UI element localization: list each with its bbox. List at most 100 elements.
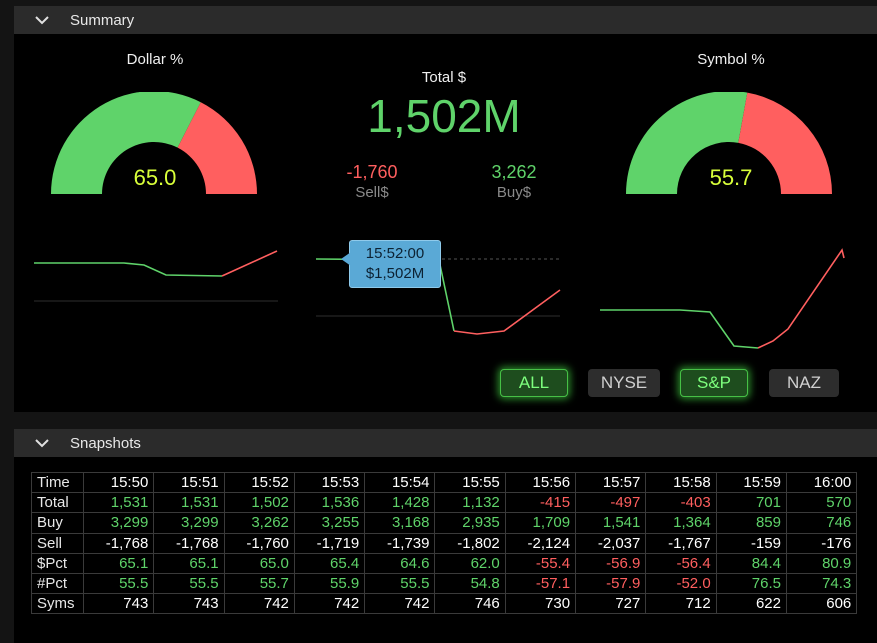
table-cell: 55.5 — [153, 572, 225, 595]
dollar-gauge-sell-arc — [177, 102, 257, 194]
table-cell: -1,767 — [645, 532, 717, 554]
table-cell: -1,768 — [153, 532, 225, 554]
table-cell: 15:59 — [715, 471, 787, 494]
filter-all-button[interactable]: ALL — [500, 369, 568, 397]
table-cell: 1,428 — [364, 492, 436, 514]
table-cell: -415 — [504, 492, 577, 514]
table-cell: 55.5 — [364, 572, 436, 595]
table-cell: 743 — [82, 593, 155, 615]
table-cell: 1,536 — [293, 492, 366, 514]
symbol-sparkline — [600, 248, 845, 349]
tooltip-value: $1,502M — [365, 265, 425, 282]
table-cell: -176 — [785, 532, 858, 554]
total-value: 1,502M — [367, 90, 521, 142]
table-cell: 1,541 — [575, 512, 647, 534]
table-cell: 2,935 — [434, 512, 506, 534]
table-cell: 15:58 — [645, 471, 717, 494]
snapshots-table: Time 15:50 15:51 15:52 15:53 15:54 15:55 15:56 1… — [31, 471, 858, 615]
sell-label: Sell$ — [355, 184, 389, 201]
buy-label: Buy$ — [496, 184, 532, 201]
snapshots-panel-header[interactable]: Snapshots — [14, 429, 877, 457]
table-cell: 16:00 — [785, 471, 858, 494]
dollar-sparkline — [34, 250, 278, 302]
symbol-gauge — [626, 92, 832, 194]
table-cell: 15:57 — [575, 471, 647, 494]
table-cell: -57.1 — [504, 572, 577, 595]
table-cell: 65.1 — [82, 552, 155, 574]
table-cell: -55.4 — [504, 552, 577, 574]
table-row: Total 1,531 1,531 1,502 1,536 1,428 1,132 -415-… — [31, 492, 858, 514]
table-cell: 65.4 — [293, 552, 366, 574]
table-cell: 65.1 — [153, 552, 225, 574]
filter-nyse-button[interactable]: NYSE — [588, 369, 660, 397]
table-cell: 730 — [504, 593, 577, 615]
symbol-gauge-sell-arc — [738, 92, 832, 194]
table-cell: 859 — [715, 512, 787, 534]
table-cell: 64.6 — [364, 552, 436, 574]
table-row: #Pct 55.5 55.5 55.7 55.9 55.5 54.8 -57.1 -57.9 -5… — [31, 572, 858, 595]
summary-panel: Dollar % 65.0 Total $ 1,502M -1,760 Sell… — [14, 34, 877, 412]
table-cell: -497 — [575, 492, 647, 514]
chart-tooltip: 15:52:00 $1,502M — [349, 240, 441, 288]
table-cell: 15:52 — [223, 471, 295, 494]
table-cell: -56.4 — [645, 552, 717, 574]
table-cell: 15:51 — [153, 471, 225, 494]
table-cell: 62.0 — [434, 552, 506, 574]
row-label: $Pct — [31, 552, 84, 574]
tooltip-time: 15:52:00 — [365, 245, 425, 262]
table-cell: 15:56 — [504, 471, 577, 494]
tooltip-pointer — [341, 252, 351, 266]
table-cell: 701 — [715, 492, 787, 514]
table-cell: 606 — [785, 593, 858, 615]
table-cell: -159 — [715, 532, 787, 554]
symbol-pct-label: Symbol % — [697, 51, 765, 68]
table-cell: 1,364 — [645, 512, 717, 534]
table-cell: 712 — [645, 593, 717, 615]
table-cell: 55.5 — [82, 572, 155, 595]
table-cell: 15:54 — [364, 471, 436, 494]
table-cell: 727 — [575, 593, 647, 615]
table-cell: 65.0 — [223, 552, 295, 574]
sell-value: -1,760 — [346, 162, 398, 182]
table-cell: 746 — [785, 512, 858, 534]
table-cell: 1,132 — [434, 492, 506, 514]
table-cell: 746 — [434, 593, 506, 615]
table-cell: 1,709 — [504, 512, 577, 534]
table-cell: 1,502 — [223, 492, 295, 514]
table-cell: 3,168 — [364, 512, 436, 534]
table-cell: -2,037 — [575, 532, 647, 554]
table-cell: 55.9 — [293, 572, 366, 595]
table-cell: 570 — [785, 492, 858, 514]
table-row: Buy 3,299 3,299 3,262 3,255 3,168 2,935 1,709 1,… — [31, 512, 858, 534]
table-cell: 742 — [293, 593, 366, 615]
row-label: Syms — [31, 593, 84, 615]
table-cell: 1,531 — [153, 492, 225, 514]
table-cell: 76.5 — [715, 572, 787, 595]
total-label: Total $ — [421, 69, 467, 86]
row-label: Buy — [31, 512, 84, 534]
row-label: #Pct — [31, 572, 84, 595]
snapshots-panel: Time 15:50 15:51 15:52 15:53 15:54 15:55 15:56 1… — [14, 457, 877, 643]
table-cell: 742 — [364, 593, 436, 615]
table-row: Sell -1,768 -1,768 -1,760 -1,719 -1,739 -1,802… — [31, 532, 858, 554]
chevron-down-icon[interactable] — [14, 15, 70, 25]
summary-title: Summary — [70, 11, 135, 29]
table-cell: 55.7 — [223, 572, 295, 595]
symbol-pct-value: 55.7 — [709, 165, 753, 190]
summary-panel-header[interactable]: Summary — [14, 6, 877, 34]
chevron-down-icon[interactable] — [14, 438, 70, 448]
table-cell: 3,255 — [293, 512, 366, 534]
table-cell: -56.9 — [575, 552, 647, 574]
table-cell: -1,719 — [293, 532, 366, 554]
row-label: Total — [31, 492, 84, 514]
table-cell: -403 — [645, 492, 717, 514]
symbol-gauge-buy-arc — [626, 92, 748, 194]
filter-naz-button[interactable]: NAZ — [769, 369, 839, 397]
row-label: Sell — [31, 532, 84, 554]
table-cell: -2,124 — [504, 532, 577, 554]
table-row: $Pct 65.1 65.1 65.0 65.4 64.6 62.0 -55.4 -56.9 -5… — [31, 552, 858, 574]
table-cell: 1,531 — [82, 492, 155, 514]
filter-sp-button[interactable]: S&P — [680, 369, 748, 397]
table-cell: 15:53 — [293, 471, 366, 494]
table-cell: -1,760 — [223, 532, 295, 554]
